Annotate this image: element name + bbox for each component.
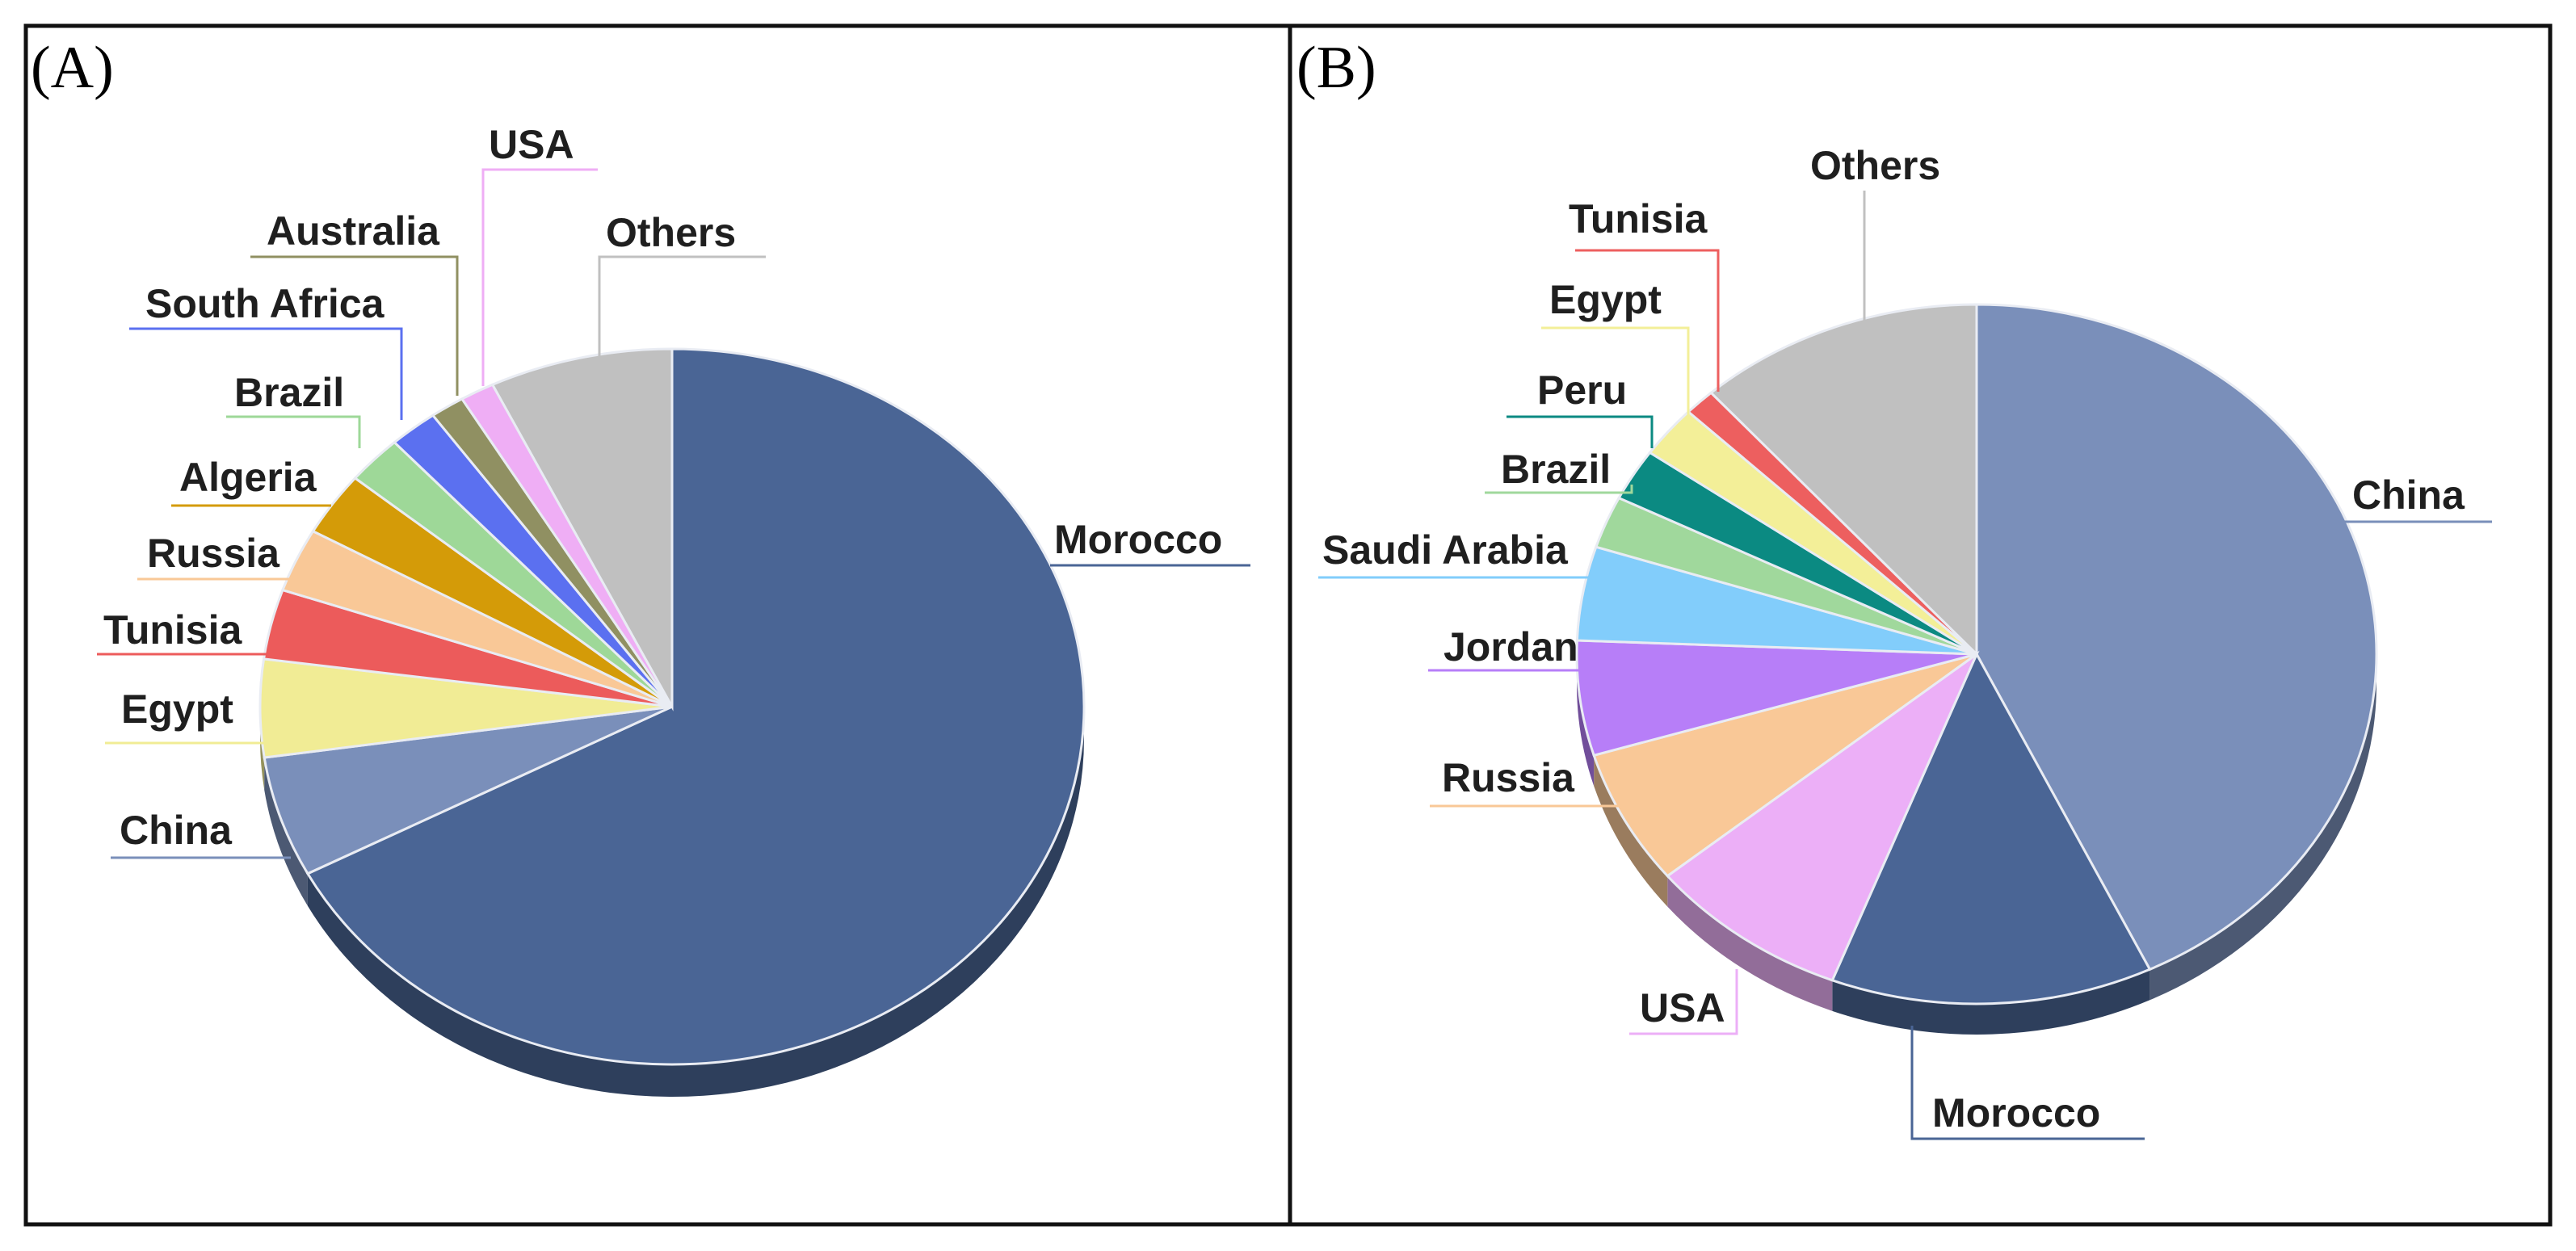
pie-b: China Morocco USA Russia Jordan Saudi Arabia B… [1318, 143, 2492, 1140]
label-russia: Russia [147, 531, 280, 576]
panel-b-letter: (B) [1296, 35, 1376, 101]
leader-australia [250, 255, 459, 396]
label-saudi-arabia: Saudi Arabia [1322, 527, 1569, 573]
leader-usa [481, 168, 598, 386]
leader-tunisia [1575, 249, 1720, 392]
slice-others [490, 347, 674, 712]
label-south-africa: South Africa [145, 281, 385, 326]
pie-b-labels: China Morocco USA Russia Jordan Saudi Arabia B… [1318, 143, 2492, 1140]
label-usa: USA [1640, 985, 1725, 1031]
slice-side-china [2149, 654, 2376, 1001]
label-china: China [2352, 472, 2465, 518]
label-china: China [120, 808, 233, 853]
pie-a-labels: Morocco China Egypt Tunisia Russia Algeria Bra… [97, 122, 1250, 859]
slice-usa [1666, 650, 1980, 982]
label-egypt: Egypt [1549, 277, 1662, 322]
label-algeria: Algeria [179, 455, 317, 500]
pie-a: Morocco China Egypt Tunisia Russia Algeria Bra… [97, 122, 1250, 1098]
label-peru: Peru [1537, 367, 1627, 413]
slice-side-morocco [1832, 969, 2150, 1035]
label-russia: Russia [1442, 755, 1575, 800]
panel-b: (B) China Morocco USA Russia Jordan Saudi Ara… [1288, 23, 2553, 1227]
slice-side-jordan [1577, 654, 1595, 787]
label-morocco: Morocco [1054, 517, 1222, 562]
panel-b-frame [1288, 23, 2553, 1227]
label-morocco: Morocco [1932, 1090, 2100, 1136]
label-tunisia: Tunisia [1569, 196, 1708, 241]
leader-egypt [1541, 326, 1690, 416]
leader-brazil [226, 415, 361, 448]
label-brazil: Brazil [1501, 447, 1611, 492]
leader-usa [1629, 969, 1738, 1035]
leader-others [598, 255, 766, 357]
label-jordan: Jordan [1443, 624, 1578, 670]
slice-morocco [305, 347, 1086, 1066]
label-egypt: Egypt [121, 686, 233, 732]
leader-brazil [1485, 485, 1633, 494]
label-australia: Australia [267, 208, 440, 254]
slice-morocco [1830, 651, 2152, 1005]
label-brazil: Brazil [234, 370, 344, 415]
label-others: Others [1810, 143, 1940, 188]
leader-south-africa [129, 327, 403, 420]
slice-jordan [1575, 639, 1977, 758]
label-others: Others [606, 210, 736, 255]
leader-morocco [1910, 1026, 2145, 1140]
panel-a: (A) Morocco China Egypt Tunisia Russia Algeri… [23, 23, 1292, 1227]
label-tunisia: Tunisia [103, 607, 243, 653]
pie-a-slices [258, 347, 1086, 1066]
slice-china [263, 705, 673, 875]
label-usa: USA [489, 122, 574, 167]
slice-china [1975, 303, 2378, 972]
panel-a-letter: (A) [31, 35, 114, 101]
leader-peru [1507, 415, 1654, 448]
slice-russia [1592, 653, 1977, 878]
pie-b-slices [1575, 303, 2378, 1005]
slice-others [1708, 303, 1978, 657]
